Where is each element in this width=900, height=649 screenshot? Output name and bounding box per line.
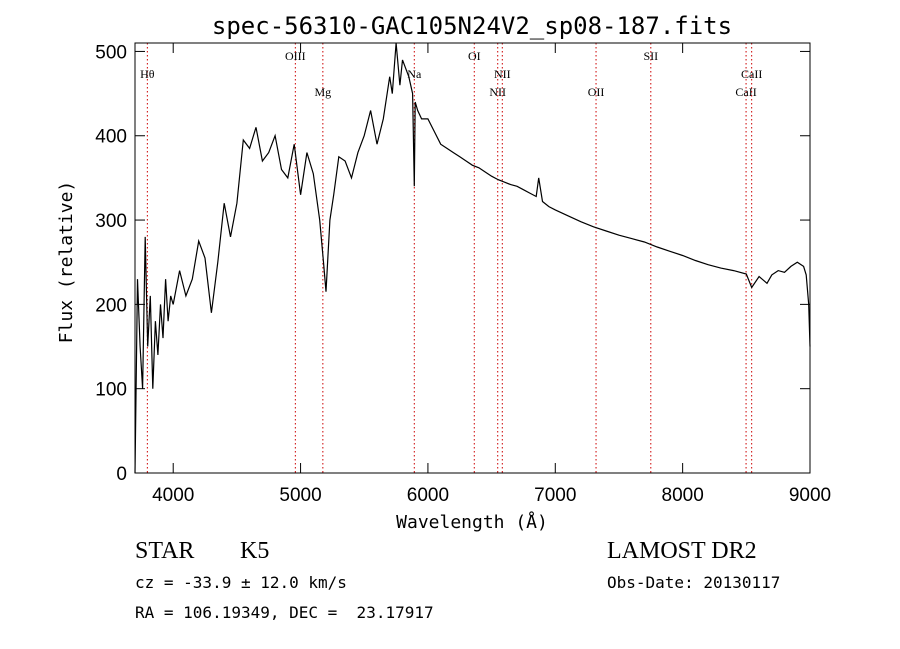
chart-title: spec-56310-GAC105N24V2_sp08-187.fits bbox=[212, 12, 732, 40]
spectral-line-label: CaII bbox=[741, 67, 762, 81]
coordinates-text: RA = 106.19349, DEC = 23.17917 bbox=[135, 603, 434, 622]
y-tick-label: 100 bbox=[95, 380, 127, 401]
y-tick-label: 500 bbox=[95, 42, 127, 63]
spectral-line-label: Mg bbox=[315, 85, 332, 99]
y-tick-label: 300 bbox=[95, 211, 127, 232]
spectrum-chart: spec-56310-GAC105N24V2_sp08-187.fits Hθ O… bbox=[56, 12, 831, 533]
x-axis-ticks: 4000 5000 6000 7000 8000 9000 bbox=[152, 43, 831, 506]
spectral-line-label: OII bbox=[588, 85, 605, 99]
redshift-text: cz = -33.9 ± 12.0 km/s bbox=[135, 573, 347, 592]
spectral-line-label: CaII bbox=[735, 85, 756, 99]
spectral-line-label: OI bbox=[468, 49, 481, 63]
x-tick-label: 8000 bbox=[662, 485, 704, 506]
spectral-line-markers: Hθ OIII Mg Na OI NII NII OII SII CaII CaII bbox=[140, 43, 762, 473]
plot-frame bbox=[134, 42, 811, 474]
spectral-line-label: Na bbox=[407, 67, 422, 81]
y-axis-label: Flux (relative) bbox=[56, 181, 77, 344]
object-subclass: K5 bbox=[240, 538, 270, 564]
y-tick-label: 400 bbox=[95, 127, 127, 148]
spectrum-series-line bbox=[134, 42, 811, 474]
x-tick-label: 4000 bbox=[152, 485, 194, 506]
spectral-line-label: NII bbox=[494, 67, 511, 81]
x-tick-label: 6000 bbox=[407, 485, 449, 506]
spectral-line-label: Hθ bbox=[140, 67, 155, 81]
spectral-line-label: OIII bbox=[285, 49, 306, 63]
observation-date: Obs-Date: 20130117 bbox=[607, 573, 781, 592]
y-tick-label: 200 bbox=[95, 295, 127, 316]
y-axis-ticks: 0 100 200 300 400 500 bbox=[95, 42, 810, 485]
survey-name: LAMOST DR2 bbox=[607, 538, 757, 564]
x-tick-label: 9000 bbox=[789, 485, 831, 506]
object-class: STAR bbox=[135, 538, 195, 564]
spectral-line-label: NII bbox=[489, 85, 506, 99]
x-tick-label: 7000 bbox=[534, 485, 576, 506]
y-tick-label: 0 bbox=[116, 464, 127, 485]
spectral-line-label: SII bbox=[643, 49, 658, 63]
x-axis-label: Wavelength (Å) bbox=[396, 511, 548, 533]
x-tick-label: 5000 bbox=[279, 485, 321, 506]
